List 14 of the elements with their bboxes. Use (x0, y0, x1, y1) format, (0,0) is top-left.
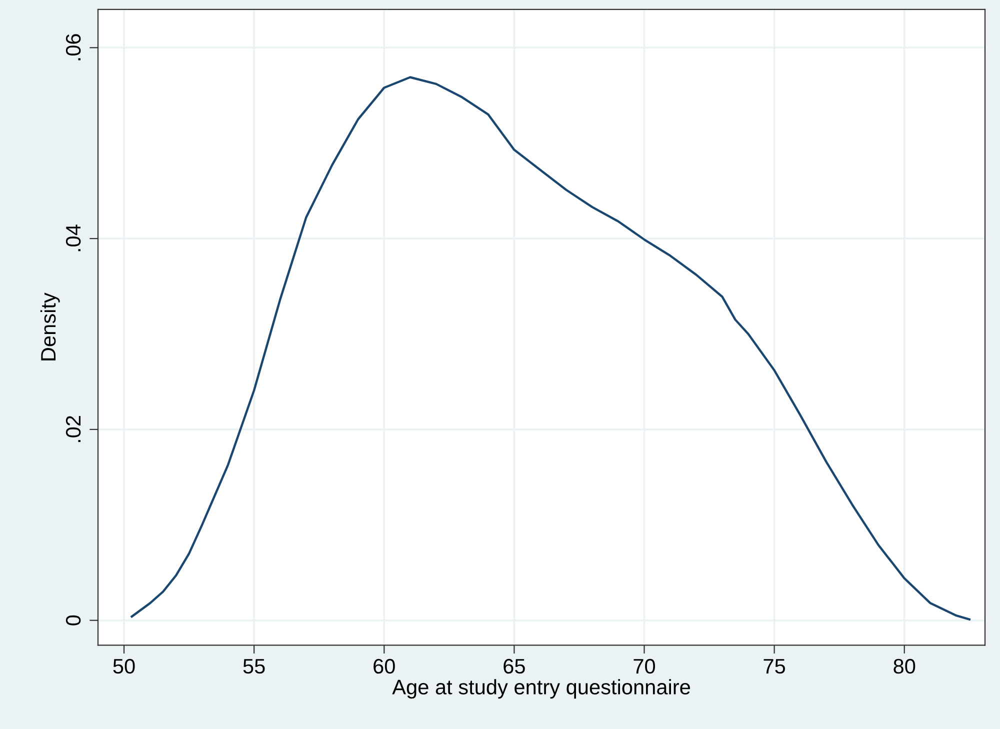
y-tick-label: .02 (66, 416, 81, 442)
y-tick-label: .04 (66, 224, 81, 252)
y-axis-title: Density (40, 292, 60, 360)
line-series (130, 76, 971, 621)
y-tick-label: .06 (66, 34, 81, 60)
y-tick-label: 0 (66, 615, 81, 626)
x-axis-title: Age at study entry questionnaire (392, 679, 690, 699)
x-tick-label: 55 (243, 659, 265, 674)
x-tick-label: 60 (374, 658, 395, 674)
x-tick-label: 65 (504, 658, 525, 674)
x-tick-label: 70 (634, 658, 656, 674)
x-tick-label: 50 (113, 658, 135, 674)
x-tick-label: 80 (894, 658, 916, 674)
x-tick-label: 75 (764, 659, 786, 674)
